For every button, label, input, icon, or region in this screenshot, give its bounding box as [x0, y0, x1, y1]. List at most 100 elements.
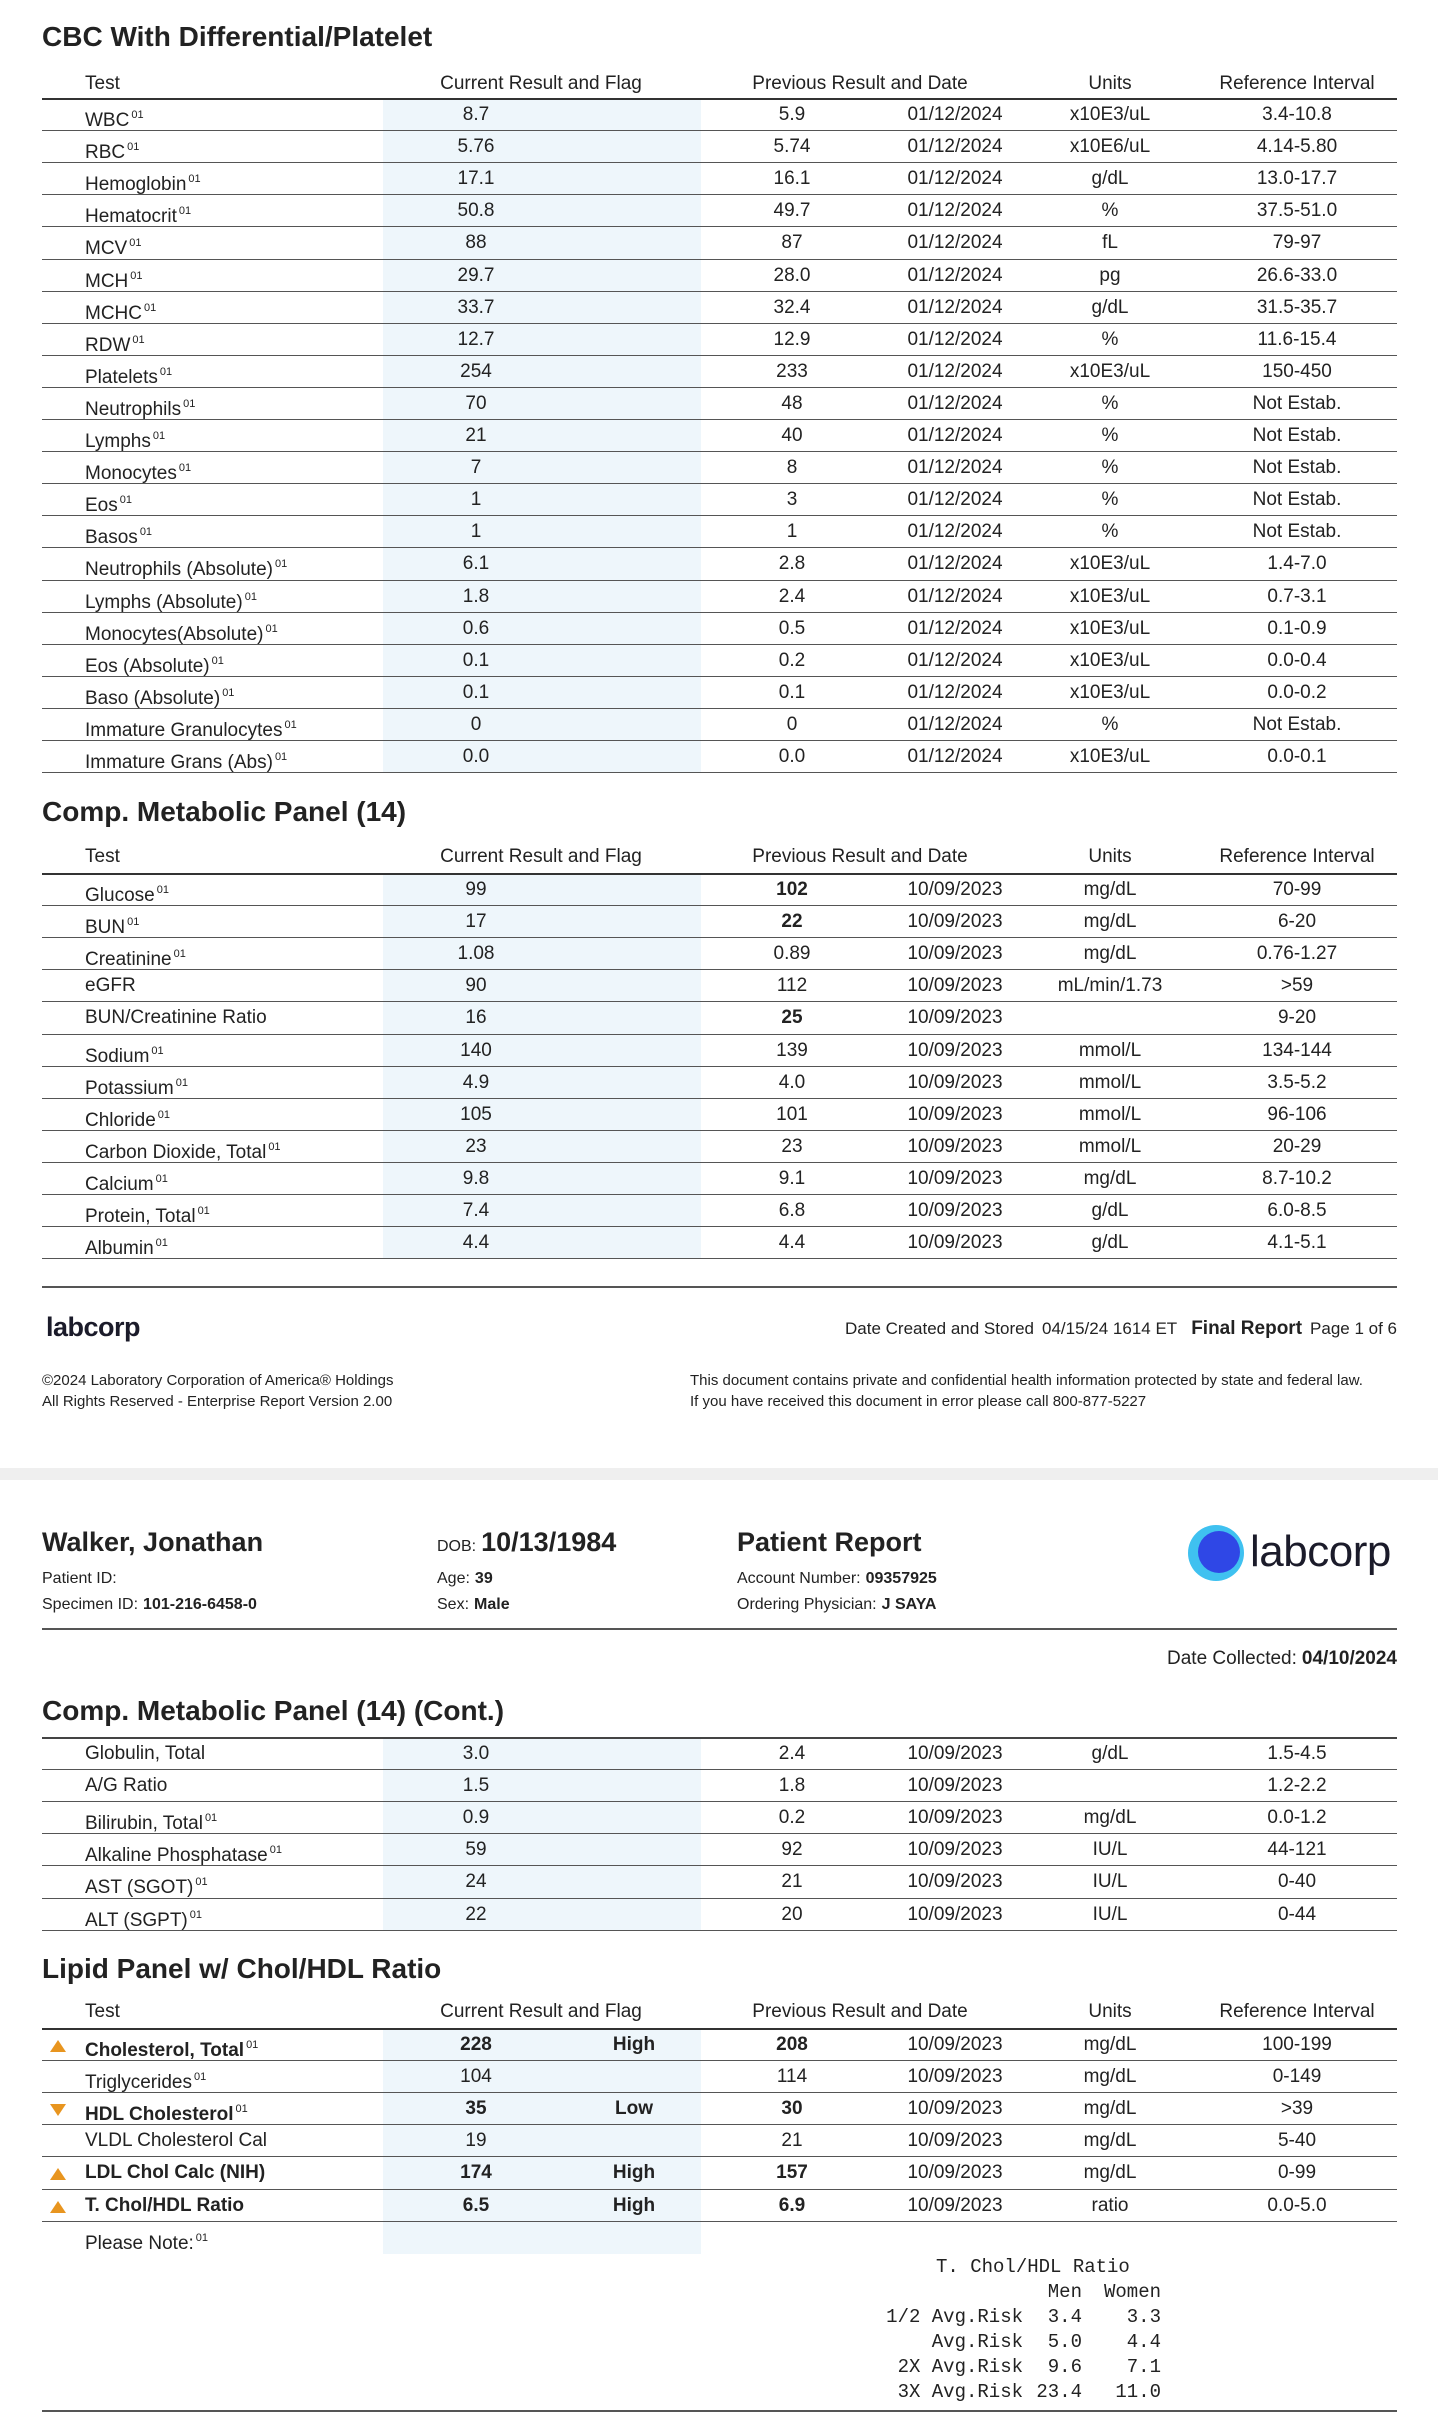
footnote-ref: 01	[119, 494, 132, 507]
footnote-ref: 01	[194, 2071, 207, 2084]
units: g/dL	[1091, 168, 1129, 190]
footnote-ref: 01	[129, 237, 142, 250]
rule	[42, 579, 1397, 581]
test-cell: Albumin 01	[85, 1227, 168, 1259]
units: x10E3/uL	[1069, 553, 1151, 575]
previous-result: 5.74	[773, 136, 811, 158]
test-name: Lymphs (Absolute)	[85, 591, 243, 613]
rule	[42, 194, 1397, 196]
footnote-ref: 01	[195, 1876, 208, 1889]
test-name: AST (SGOT)	[85, 1877, 194, 1899]
units: mg/dL	[1083, 1167, 1137, 1189]
reference-interval: 13.0-17.7	[1256, 168, 1338, 190]
footnote-ref: 01	[195, 2231, 209, 2244]
units: g/dL	[1091, 296, 1129, 318]
units: g/dL	[1091, 1743, 1129, 1764]
previous-result: 233	[776, 360, 808, 382]
previous-result: 157	[776, 2162, 808, 2184]
previous-result: 9.1	[778, 1167, 806, 1189]
rule	[42, 2220, 1397, 2222]
copyright: ©2024 Laboratory Corporation of America®…	[42, 1372, 394, 1389]
previous-date: 10/09/2023	[907, 1839, 1003, 1861]
created-date: 04/15/24 1614 ET	[1042, 1319, 1178, 1338]
reference-interval: 0-99	[1277, 2162, 1317, 2184]
reference-interval: 4.14-5.80	[1256, 136, 1338, 158]
previous-date: 01/12/2024	[907, 489, 1003, 511]
footnote-ref: 01	[155, 1237, 168, 1250]
previous-result: 3	[786, 489, 798, 511]
section-title: Lipid Panel w/ Chol/HDL Ratio	[42, 1953, 442, 1984]
current-result: 1.08	[457, 943, 495, 965]
previous-date: 10/09/2023	[907, 2098, 1003, 2120]
previous-result: 0.2	[778, 649, 806, 671]
reference-interval: 0.76-1.27	[1256, 943, 1338, 965]
ratio-value: 9.6	[1047, 2356, 1082, 2378]
current-result: 1.5	[462, 1775, 490, 1797]
units: x10E3/uL	[1069, 360, 1151, 382]
footnote-ref: 01	[155, 1172, 168, 1185]
reference-interval: 11.6-15.4	[1257, 328, 1337, 350]
column-header: Previous Result and Date	[752, 72, 968, 94]
units: g/dL	[1091, 1232, 1129, 1254]
test-cell: WBC 01	[85, 99, 144, 131]
test-cell: LDL Chol Calc (NIH)	[85, 2157, 265, 2189]
current-result: 19	[465, 2130, 487, 2152]
rule	[42, 1769, 1397, 1771]
units: IU/L	[1092, 1839, 1128, 1861]
test-cell: MCH 01	[85, 260, 143, 292]
test-cell: Hemoglobin 01	[85, 163, 201, 195]
current-result: 140	[460, 1039, 492, 1061]
column-header: Test	[85, 845, 120, 867]
age: Age: 39	[437, 1570, 493, 1588]
footnote-ref: 01	[183, 397, 196, 410]
previous-date: 01/12/2024	[907, 360, 1003, 382]
previous-result: 0.5	[778, 617, 806, 639]
test-name: Hemoglobin	[85, 174, 187, 196]
units: mg/dL	[1083, 2034, 1137, 2055]
column-header: Previous Result and Date	[752, 2000, 968, 2022]
result-flag: High	[612, 2162, 656, 2184]
current-result: 70	[465, 392, 487, 414]
patient-name: Walker, Jonathan	[42, 1527, 264, 1557]
previous-result: 21	[781, 2130, 803, 2152]
test-name: Eos (Absolute)	[85, 655, 210, 677]
reference-interval: 70-99	[1272, 879, 1322, 900]
current-result: 16	[465, 1007, 487, 1029]
reference-interval: 1.4-7.0	[1267, 553, 1327, 575]
footnote-ref: 01	[189, 1908, 203, 1921]
reference-interval: 150-450	[1262, 360, 1332, 382]
current-result: 12.7	[457, 328, 495, 350]
rule	[42, 1065, 1397, 1067]
current-result: 24	[465, 1871, 487, 1893]
previous-date: 01/12/2024	[907, 136, 1003, 158]
previous-date: 01/12/2024	[907, 168, 1003, 190]
previous-date: 10/09/2023	[907, 975, 1003, 997]
rule	[42, 2410, 1397, 2412]
previous-result: 139	[776, 1039, 808, 1061]
test-cell: Cholesterol, Total 01	[85, 2029, 258, 2061]
units: mg/dL	[1083, 2130, 1137, 2152]
previous-result: 21	[781, 1871, 803, 1893]
test-cell: VLDL Cholesterol Cal	[85, 2125, 267, 2157]
previous-date: 01/12/2024	[907, 585, 1003, 607]
reference-interval: 5-40	[1277, 2130, 1317, 2152]
rule	[42, 290, 1397, 292]
report-status: Date Created and Stored 04/15/24 1614 ET F…	[845, 1318, 1397, 1340]
confidential-notice: If you have received this document in er…	[690, 1393, 1147, 1410]
current-result: 254	[460, 360, 492, 382]
rule	[42, 1258, 1397, 1260]
account-number: Account Number: 09357925	[737, 1570, 937, 1588]
reference-interval: 0-149	[1272, 2066, 1322, 2088]
date-collected-value: 04/10/2024	[1301, 1648, 1397, 1669]
date-collected-label: Date Collected:	[1167, 1648, 1297, 1669]
previous-result: 6.9	[778, 2194, 806, 2216]
previous-result: 6.8	[778, 1200, 806, 1221]
account-number-value: 09357925	[865, 1570, 937, 1587]
previous-date: 01/12/2024	[907, 649, 1003, 671]
test-cell: Creatinine 01	[85, 938, 186, 970]
footnote-ref: 01	[188, 173, 201, 186]
rule	[42, 162, 1397, 164]
column-header: Previous Result and Date	[752, 845, 968, 867]
previous-date: 10/09/2023	[907, 1071, 1003, 1093]
reference-interval: 3.5-5.2	[1267, 1071, 1327, 1093]
